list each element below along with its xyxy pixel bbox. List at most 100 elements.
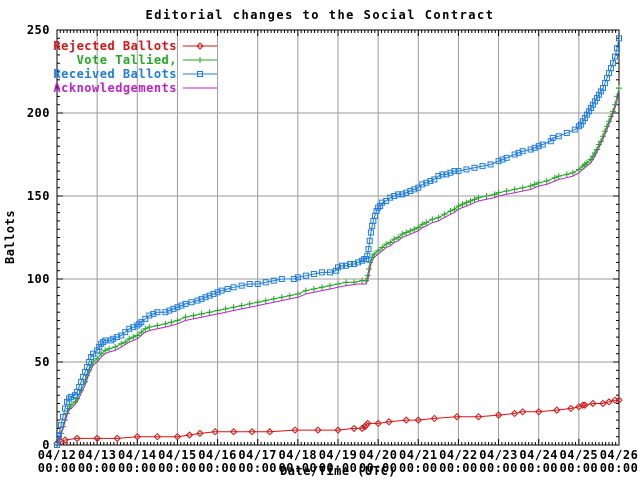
plus-marker <box>395 234 402 241</box>
diamond-marker <box>133 432 141 441</box>
diamond-marker <box>173 432 182 441</box>
x-tick-time: 00:00 <box>38 461 77 475</box>
square-marker <box>407 188 414 195</box>
square-marker <box>182 300 189 307</box>
square-marker <box>290 276 297 282</box>
diamond-marker <box>73 434 81 443</box>
square-marker <box>367 229 374 236</box>
grid <box>57 30 619 445</box>
square-marker <box>102 337 109 344</box>
plus-marker <box>375 247 382 254</box>
square-marker <box>146 312 153 319</box>
diamond-marker <box>453 413 461 421</box>
x-tick-date: 04/17 <box>238 448 277 462</box>
plus-marker <box>383 241 390 248</box>
square-marker <box>142 315 149 322</box>
diamond-marker <box>93 434 101 443</box>
x-tick-time: 00:00 <box>560 461 599 475</box>
x-tick-date: 04/21 <box>399 448 438 462</box>
square-marker <box>503 154 510 161</box>
plus-marker <box>555 173 562 180</box>
plus-marker <box>411 226 418 233</box>
plus-marker <box>455 202 462 209</box>
plus-marker <box>118 340 125 347</box>
square-marker <box>395 191 402 198</box>
square-marker <box>310 271 317 278</box>
x-tick-time: 00:00 <box>399 461 438 475</box>
plus-marker <box>364 272 371 279</box>
diamond-marker <box>185 431 194 439</box>
square-marker <box>194 297 201 304</box>
plus-marker <box>519 184 526 191</box>
square-marker <box>68 393 75 400</box>
x-tick-time: 00:00 <box>158 461 197 475</box>
x-tick-date: 04/19 <box>319 448 358 462</box>
plus-marker <box>503 188 510 195</box>
plus-marker <box>106 345 113 352</box>
x-axis-label: Date/Time (UTC) <box>280 464 396 478</box>
square-marker <box>609 60 616 67</box>
plus-marker <box>230 304 237 311</box>
plus-marker <box>429 216 436 223</box>
square-marker <box>343 262 350 269</box>
square-marker <box>479 163 486 170</box>
square-marker <box>198 295 205 302</box>
plus-marker <box>419 221 426 228</box>
diamond-marker <box>374 419 382 428</box>
plus-marker <box>575 166 582 173</box>
plus-marker <box>310 285 317 292</box>
plus-marker <box>447 207 454 214</box>
square-marker <box>443 171 450 178</box>
plus-marker <box>367 259 374 266</box>
plus-marker <box>441 211 448 218</box>
plus-marker <box>583 159 590 166</box>
plus-marker <box>335 280 341 287</box>
square-marker <box>270 277 277 284</box>
x-tick-date: 04/23 <box>479 448 518 462</box>
plus-marker <box>238 302 245 309</box>
diamond-marker <box>229 428 238 436</box>
x-tick-date: 04/13 <box>78 448 117 462</box>
diamond-marker <box>581 401 589 409</box>
diamond-marker <box>358 424 366 433</box>
plus-marker <box>286 292 293 299</box>
square-marker <box>423 179 430 186</box>
plus-marker <box>130 334 137 341</box>
x-tick-time: 00:00 <box>359 461 398 475</box>
square-marker <box>278 276 285 282</box>
square-marker <box>511 151 518 158</box>
plus-marker <box>68 402 75 409</box>
diamond-marker <box>579 401 587 409</box>
y-tick-value: 100 <box>27 272 50 286</box>
diamond-marker <box>113 434 121 443</box>
plus-marker <box>491 191 498 198</box>
plus-marker <box>134 332 141 339</box>
square-marker <box>174 304 181 311</box>
plus-marker <box>379 244 386 251</box>
square-marker <box>218 287 225 294</box>
plus-marker <box>270 295 277 302</box>
plus-marker <box>463 199 470 206</box>
y-axis-label: Ballots <box>3 210 17 264</box>
square-marker <box>495 158 502 165</box>
plus-marker <box>278 294 285 301</box>
series-vote-tallied <box>54 85 622 448</box>
square-marker <box>379 199 386 206</box>
plus-marker <box>435 214 442 221</box>
x-tick-time: 00:00 <box>118 461 157 475</box>
square-marker <box>188 299 195 306</box>
plus-marker <box>214 307 221 314</box>
legend-label: Rejected Ballots <box>53 39 177 53</box>
square-marker <box>415 184 422 191</box>
square-marker <box>262 279 269 286</box>
plus-marker <box>531 181 538 188</box>
plus-marker <box>146 324 153 331</box>
diamond-marker <box>402 416 410 424</box>
x-tick-time: 00:00 <box>279 461 318 475</box>
diamond-marker <box>510 409 519 418</box>
plus-marker <box>605 118 612 125</box>
plus-marker <box>112 344 119 351</box>
plus-marker <box>471 196 478 203</box>
plus-marker <box>174 317 181 324</box>
